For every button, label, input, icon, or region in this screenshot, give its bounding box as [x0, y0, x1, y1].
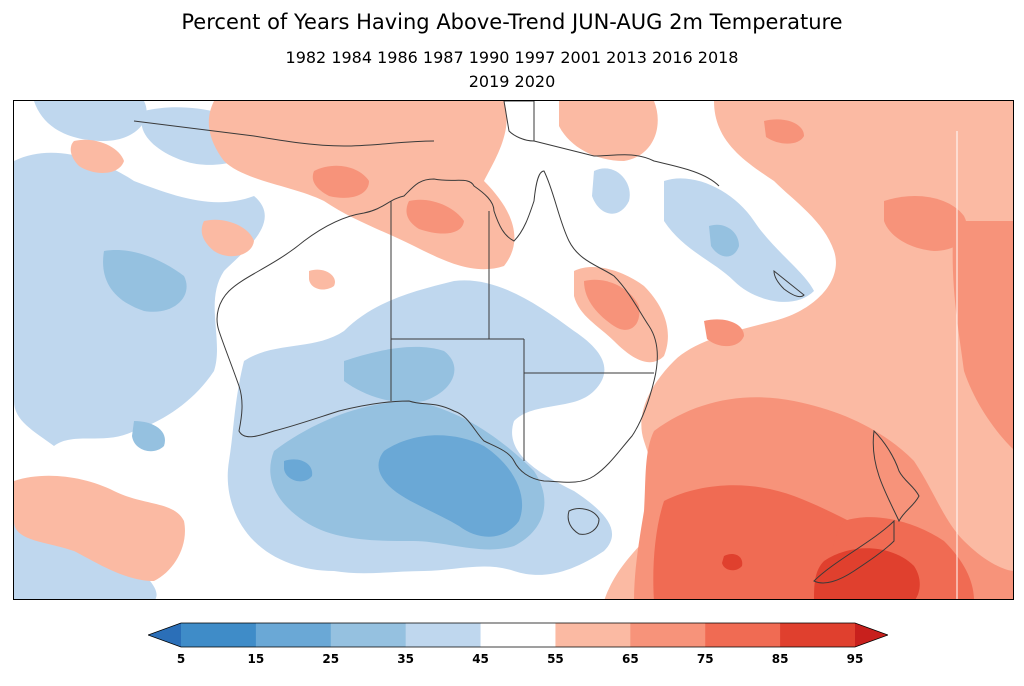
tasmania-coastline: [567, 508, 600, 535]
indonesia-coastline: [133, 120, 435, 147]
subtitle-years-line-1: 1982 1984 1986 1987 1990 1997 2001 2013 …: [285, 48, 739, 67]
region-pacific-east-salmon: [884, 196, 968, 251]
region-coral-mid-blue: [709, 224, 739, 257]
state-borders: [390, 201, 654, 461]
colorbar-tick-label: 15: [247, 652, 265, 666]
region-south-tasman-dark-red: [814, 548, 920, 599]
region-png-blue: [592, 168, 630, 214]
coastlines: [133, 101, 920, 584]
colorbar-swatch: [705, 623, 781, 647]
region-bight-west-dark-blue: [284, 459, 313, 482]
region-west-coast-mid-blue: [132, 421, 165, 452]
colorbar-tick-label: 45: [472, 652, 489, 666]
temperature-map: [14, 101, 1013, 599]
region-east-coast-salmon: [584, 279, 640, 330]
region-far-east-salmon: [952, 221, 1013, 449]
colorbar-tick-label: 55: [547, 652, 564, 666]
red-85-95-regions: [722, 548, 920, 599]
subtitle-years-line-2: 2019 2020: [468, 72, 556, 91]
region-west-mid-blue: [103, 250, 187, 312]
new-zealand-north-coastline: [872, 429, 920, 523]
colorbar-swatch: [255, 623, 332, 647]
region-north-ocean-pink: [559, 101, 658, 161]
region-tasman-spot-dark-red: [722, 554, 743, 571]
colorbar-swatch: [780, 623, 856, 647]
region-west-tiny-pink: [309, 269, 335, 290]
region-west-coast-pink: [70, 139, 124, 173]
colorbar-tick-label: 5: [176, 652, 186, 666]
colorbar-tick-label: 65: [621, 652, 639, 666]
colorbar-tick-label: 35: [397, 652, 414, 666]
colorbar-swatch: [555, 623, 631, 647]
colorbar-swatches: [146, 622, 890, 648]
colorbar-tick-label: 85: [771, 652, 789, 666]
blue-15-25-regions: [284, 435, 523, 537]
colorbar-swatch: [480, 623, 556, 647]
australia-coastline: [216, 170, 658, 483]
colorbar-swatch: [330, 623, 407, 647]
colorbar-swatch: [630, 623, 706, 647]
colorbar-low-extend-arrow: [148, 623, 181, 647]
colorbar-swatch: [181, 623, 257, 647]
map-subtitle: 1982 1984 1986 1987 1990 1997 2001 2013 …: [262, 46, 762, 94]
region-coral-sea-blue: [664, 178, 814, 302]
colorbar-tick-label: 25: [322, 652, 340, 666]
region-nz-north-salmon: [704, 319, 744, 347]
colorbar-swatch: [405, 623, 482, 647]
map-panel: [13, 100, 1014, 600]
colorbar-tick-label: 75: [696, 652, 714, 666]
map-title: Percent of Years Having Above-Trend JUN-…: [181, 10, 843, 34]
region-southwest-ocean-pink: [14, 475, 185, 581]
colorbar: 5 15 25 35 45 55 65 75 85 95: [146, 620, 890, 676]
region-central-mid-blue: [344, 346, 455, 403]
new-zealand-south-coastline: [813, 519, 895, 584]
region-west-small-pink: [201, 219, 254, 257]
png-east-coastline: [533, 140, 720, 187]
png-coastline: [503, 101, 535, 142]
region-north-east-salmon: [764, 119, 804, 144]
region-timor-salmon: [312, 165, 369, 198]
region-arnhem-salmon: [406, 199, 464, 234]
colorbar-high-extend-arrow: [855, 623, 888, 647]
colorbar-tick-label: 95: [846, 652, 864, 666]
new-caledonia-coastline: [773, 269, 805, 298]
region-north-ocean-blue: [34, 101, 147, 141]
region-bight-dark-blue: [378, 435, 523, 537]
